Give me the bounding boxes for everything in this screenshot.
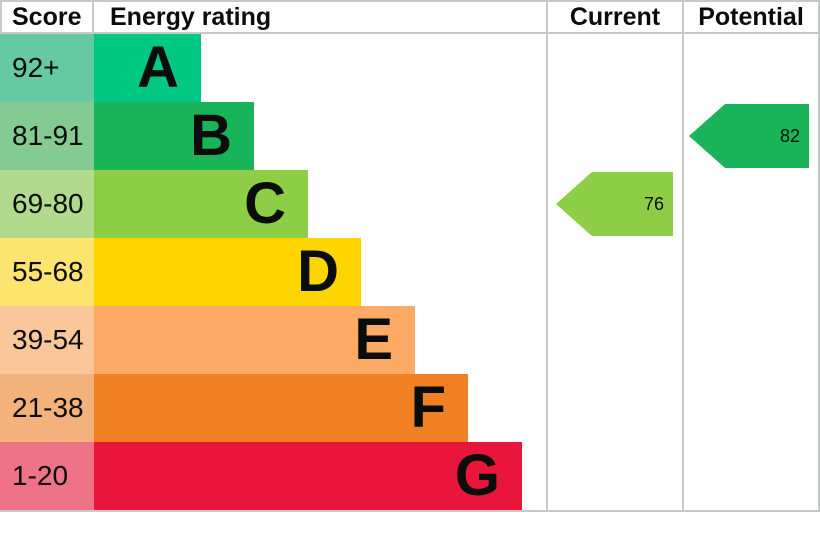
- band-bar: D: [94, 238, 361, 306]
- bar-area: E: [94, 306, 546, 374]
- potential-rating-value: 82: [779, 126, 800, 146]
- score-label: 81-91: [12, 120, 84, 151]
- band-row: 1-20 G: [0, 442, 818, 510]
- bar-area: A: [94, 34, 546, 102]
- band-row: 21-38 F: [0, 374, 818, 442]
- band-letter: A: [137, 35, 179, 100]
- band-row: 55-68 D: [0, 238, 818, 306]
- score-label: 39-54: [12, 324, 84, 355]
- score-header: Score: [0, 2, 94, 32]
- current-header: Current: [546, 2, 682, 32]
- band-bar: G: [94, 442, 522, 510]
- band-letter: E: [354, 307, 393, 372]
- band-row: 92+ A: [0, 34, 818, 102]
- band-bar: F: [94, 374, 468, 442]
- band-letter: D: [297, 239, 339, 304]
- current-cell: [546, 306, 682, 374]
- current-rating-value: 76: [643, 194, 664, 214]
- current-rating-arrow: 76: [556, 172, 673, 236]
- header-row: Score Energy rating Current Potential: [0, 2, 818, 34]
- current-cell: [546, 442, 682, 510]
- potential-cell: [682, 306, 818, 374]
- band-letter: C: [244, 171, 286, 236]
- epc-table: Score Energy rating Current Potential 92…: [0, 0, 820, 512]
- score-cell: 81-91: [0, 102, 94, 170]
- score-cell: 92+: [0, 34, 94, 102]
- potential-cell: [682, 34, 818, 102]
- band-letter: B: [190, 103, 232, 168]
- score-cell: 1-20: [0, 442, 94, 510]
- potential-cell: [682, 170, 818, 238]
- bar-area: D: [94, 238, 546, 306]
- current-cell: 76: [546, 170, 682, 238]
- band-bar: E: [94, 306, 415, 374]
- epc-body: 92+ A 81-91 B 82 69-80 C 76: [0, 34, 818, 510]
- score-cell: 69-80: [0, 170, 94, 238]
- current-cell: [546, 102, 682, 170]
- band-letter: G: [454, 443, 500, 508]
- band-bar: C: [94, 170, 308, 238]
- potential-rating-arrow: 82: [689, 104, 809, 168]
- score-cell: 21-38: [0, 374, 94, 442]
- score-label: 21-38: [12, 392, 84, 423]
- score-label: 69-80: [12, 188, 84, 219]
- potential-cell: [682, 374, 818, 442]
- potential-cell: [682, 442, 818, 510]
- band-row: 39-54 E: [0, 306, 818, 374]
- bar-area: C: [94, 170, 546, 238]
- band-bar: B: [94, 102, 254, 170]
- bar-area: G: [94, 442, 546, 510]
- score-label: 92+: [12, 52, 60, 83]
- energy-rating-header: Energy rating: [110, 2, 272, 31]
- bar-area: B: [94, 102, 546, 170]
- band-row: 81-91 B 82: [0, 102, 818, 170]
- current-cell: [546, 238, 682, 306]
- potential-cell: [682, 238, 818, 306]
- score-label: 55-68: [12, 256, 84, 287]
- score-cell: 39-54: [0, 306, 94, 374]
- potential-header: Potential: [682, 2, 818, 32]
- current-cell: [546, 374, 682, 442]
- potential-cell: 82: [682, 102, 818, 170]
- band-row: 69-80 C 76: [0, 170, 818, 238]
- band-bar: A: [94, 34, 201, 102]
- score-label: 1-20: [12, 460, 69, 491]
- band-letter: F: [410, 375, 446, 440]
- current-cell: [546, 34, 682, 102]
- score-cell: 55-68: [0, 238, 94, 306]
- bar-area: F: [94, 374, 546, 442]
